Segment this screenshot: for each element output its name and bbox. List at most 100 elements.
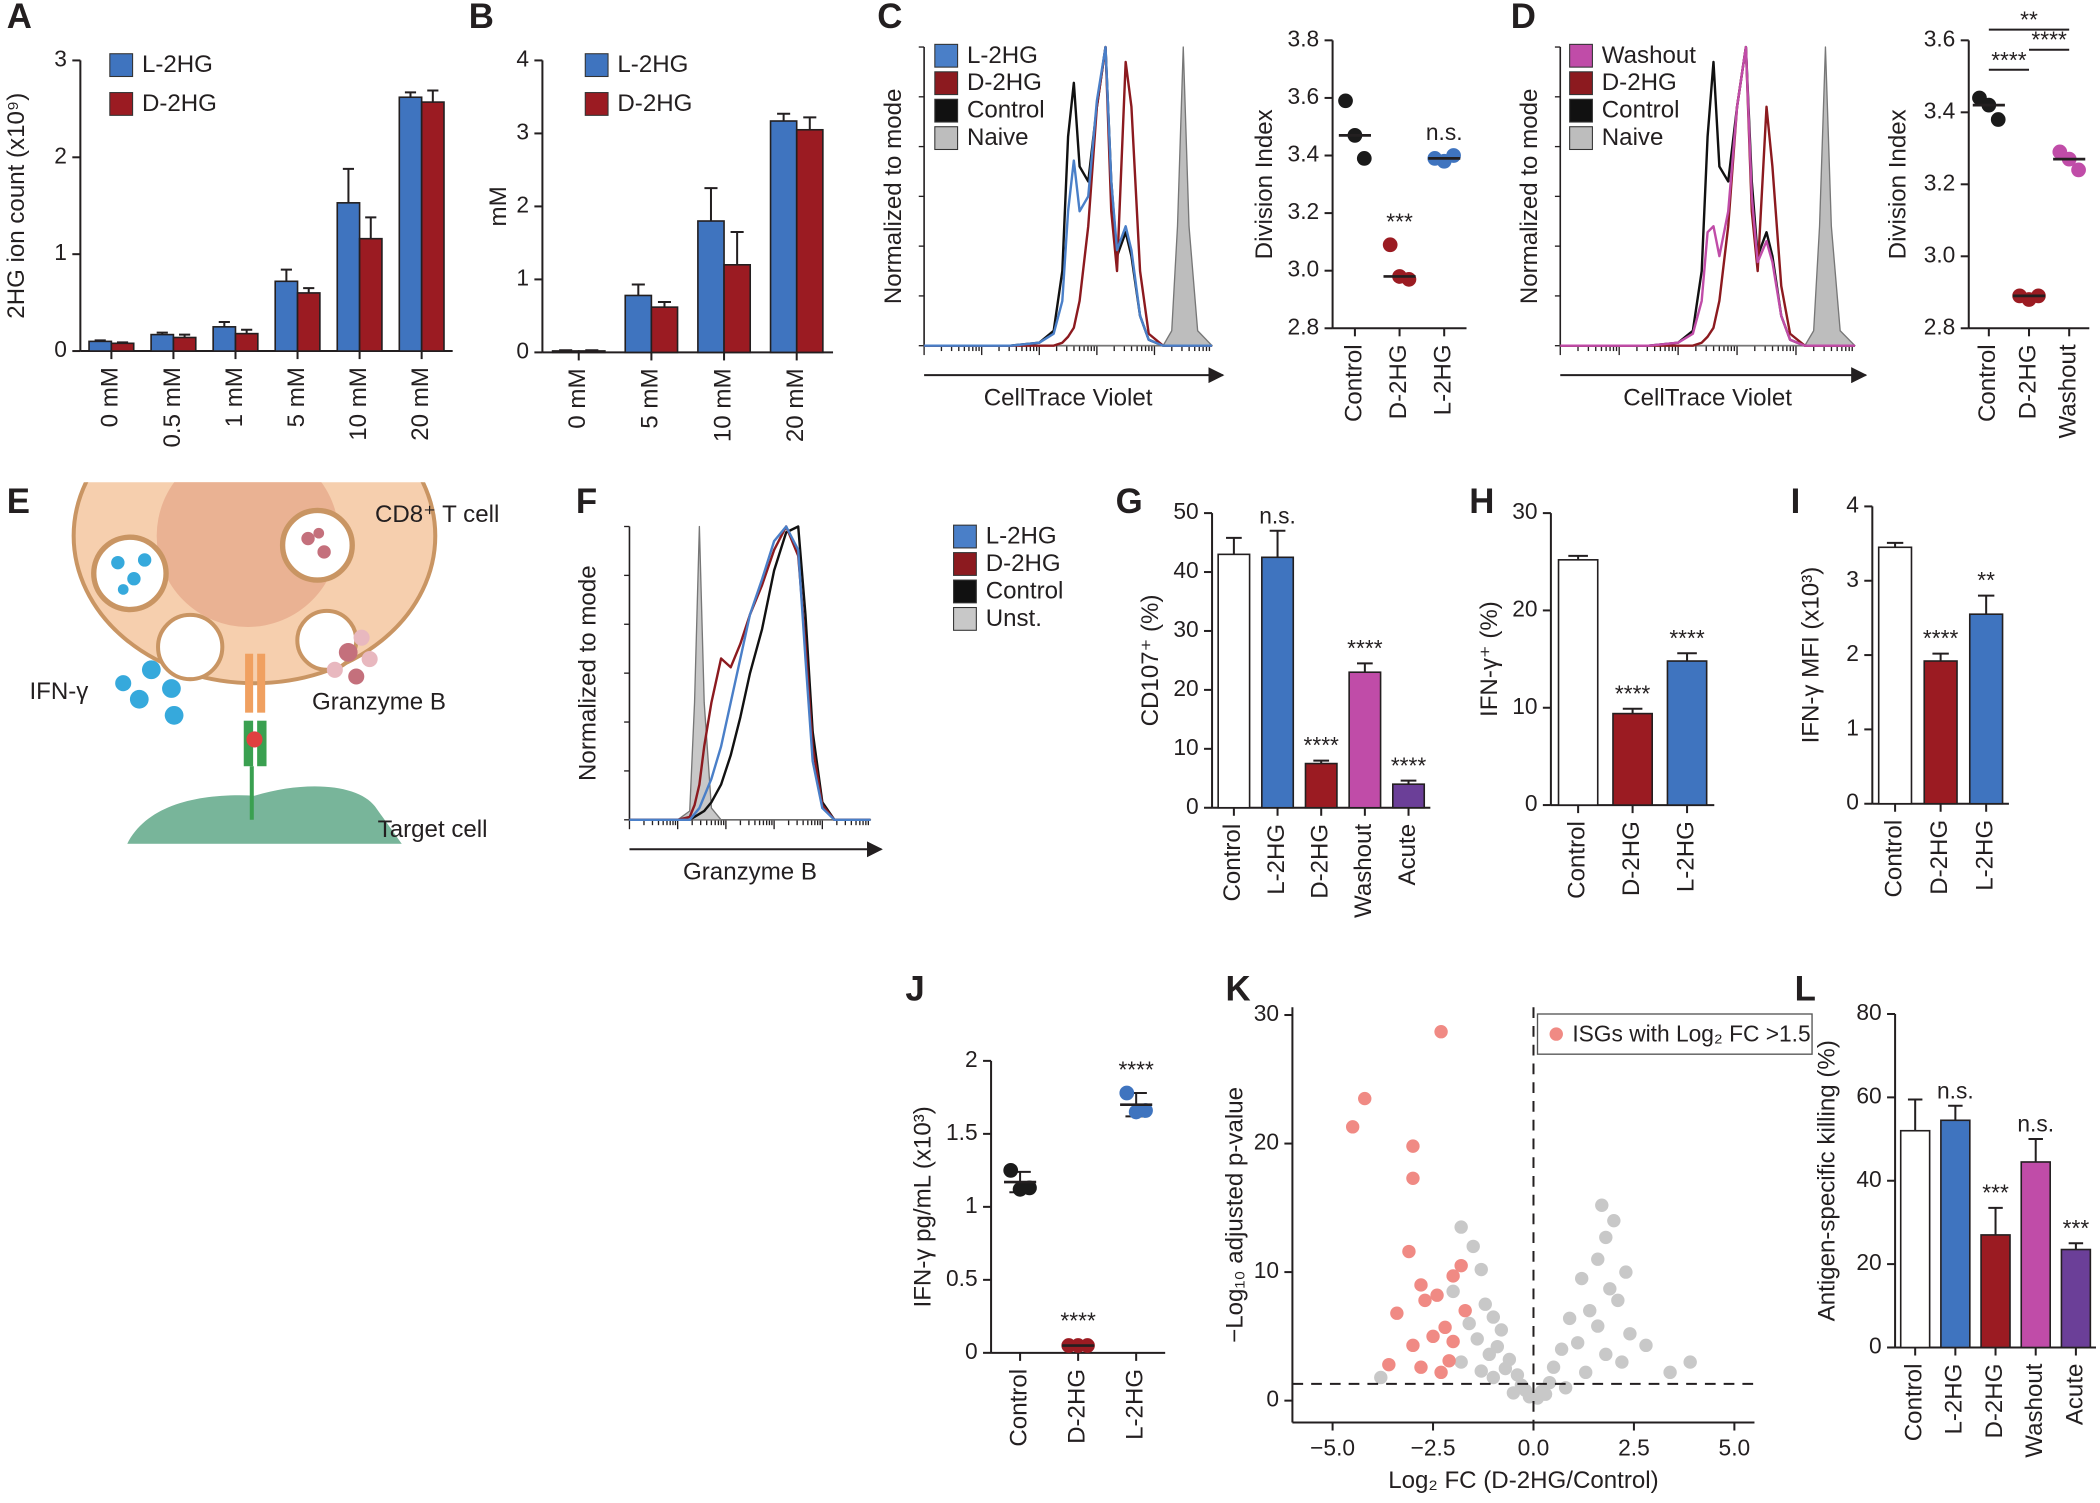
x-tick-label: 2.5 [1618, 1434, 1650, 1460]
error-bar [280, 268, 292, 282]
significance-label: **** [1347, 635, 1383, 661]
legend-label: D-2HG [617, 90, 692, 117]
error-bar [631, 283, 645, 296]
x-tick-label: L-2HG [1430, 344, 1457, 415]
error-bar [404, 91, 417, 98]
error-bar [1622, 707, 1643, 714]
y-tick-label: 2 [54, 142, 67, 168]
data-point [1683, 1355, 1697, 1369]
data-point [1486, 1310, 1500, 1324]
data-point [1390, 1306, 1404, 1320]
y-tick-label: 3.2 [1288, 198, 1320, 224]
vesicle [91, 534, 169, 613]
x-axis-label: Granzyme B [683, 859, 817, 886]
data-point [1358, 1091, 1372, 1106]
legend-swatch [1569, 43, 1593, 68]
bar [172, 336, 197, 352]
y-tick-label: 30 [1512, 498, 1537, 524]
mhc [257, 720, 267, 767]
y-tick-label: 0 [965, 1338, 978, 1364]
data-point [1579, 1365, 1593, 1380]
bar [1666, 660, 1708, 806]
y-tick-label: 0 [1846, 789, 1859, 815]
data-point [1414, 1360, 1428, 1374]
data-point [1510, 1368, 1525, 1382]
data-point [1003, 1162, 1019, 1178]
error-bar [427, 89, 439, 103]
error-bar [777, 112, 791, 122]
bar [1557, 559, 1599, 806]
significance-label: *** [2063, 1215, 2090, 1241]
legend-label: Control [986, 577, 1064, 604]
significance-label: **** [1669, 625, 1705, 651]
data-point [1454, 1355, 1468, 1369]
data-point [1639, 1338, 1653, 1353]
x-tick-label: Control [1340, 344, 1367, 422]
histogram-line [629, 525, 871, 822]
x-axis-label: Log₂ FC (D-2HG/Control) [1388, 1467, 1658, 1494]
data-point [1591, 1252, 1605, 1266]
error-bar [1932, 652, 1949, 662]
data-point [1442, 1354, 1456, 1368]
x-tick-label: 10 mM [709, 368, 736, 442]
y-axis-label: Division Index [1251, 109, 1278, 259]
error-bar [730, 230, 744, 265]
data-point [1478, 1297, 1492, 1311]
error-bar [1677, 652, 1697, 662]
legend-label: Control [967, 97, 1045, 124]
data-point [1022, 1180, 1037, 1196]
data-point [1611, 1293, 1625, 1308]
significance-label: **** [1615, 680, 1651, 706]
panel-letter: G [1116, 482, 1143, 521]
receptor [257, 653, 266, 713]
x-tick-label: Control [1880, 820, 1907, 898]
bar [624, 294, 653, 354]
data-point [1506, 1386, 1521, 1400]
target-cell [127, 786, 402, 844]
y-tick-label: 1 [1846, 714, 1859, 740]
y-axis-label: Antigen-specific killing (%) [1813, 1040, 1840, 1321]
legend-label: L-2HG [142, 51, 213, 78]
y-axis-label: IFN-γ⁺ (%) [1476, 601, 1503, 717]
error-bar [1948, 1104, 1963, 1121]
significance-label: *** [1386, 208, 1413, 234]
legend-swatch [953, 579, 977, 604]
y-tick-label: 3.6 [1288, 83, 1320, 109]
y-axis-label: Division Index [1884, 109, 1911, 259]
y-tick-label: 1 [965, 1192, 978, 1218]
legend-swatch [953, 552, 977, 576]
data-point [1426, 1329, 1440, 1344]
significance-label: **** [1991, 47, 2027, 73]
x-tick-label: Control [1974, 344, 2001, 422]
x-tick-label: 1 mM [221, 367, 248, 427]
data-point [1470, 1332, 1484, 1346]
panel-letter: J [905, 969, 924, 1008]
bar [1217, 553, 1251, 809]
legend-swatch [953, 606, 977, 631]
data-point [1599, 1347, 1613, 1362]
bar [1348, 671, 1382, 809]
data-point [1486, 1370, 1500, 1385]
error-bar [657, 301, 672, 308]
bar [577, 350, 606, 354]
data-point [1382, 237, 1398, 253]
synapse-pocket [156, 612, 225, 682]
error-bar [704, 187, 718, 222]
data-point [1438, 1320, 1452, 1335]
data-point [1454, 1220, 1468, 1234]
data-point [1603, 1282, 1617, 1296]
x-tick-label: −5.0 [1310, 1434, 1355, 1460]
data-point [1138, 1103, 1153, 1118]
y-tick-label: 0 [516, 337, 529, 363]
data-point [1583, 1303, 1597, 1318]
panel-letter: A [7, 0, 32, 36]
data-point [1591, 1319, 1605, 1333]
bar [398, 96, 423, 352]
data-point [1119, 1085, 1135, 1101]
legend-label: D-2HG [986, 550, 1061, 577]
panel-letter: E [7, 482, 30, 521]
legend-marker [1549, 1027, 1563, 1041]
y-tick-label: 60 [1856, 1082, 1881, 1108]
x-tick-label: Washout [2021, 1363, 2048, 1457]
